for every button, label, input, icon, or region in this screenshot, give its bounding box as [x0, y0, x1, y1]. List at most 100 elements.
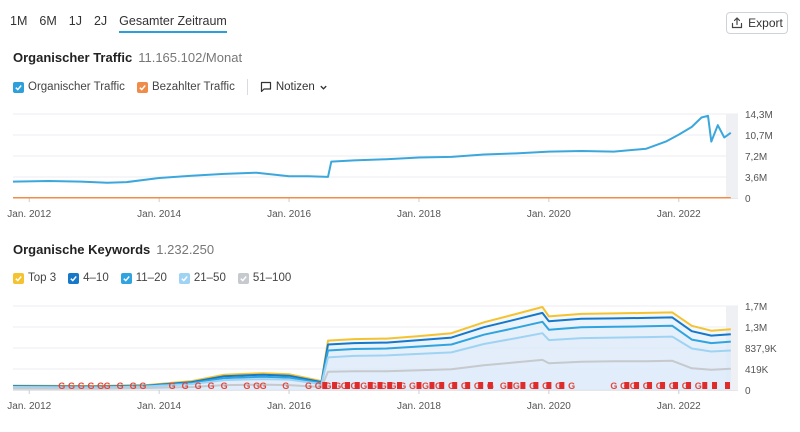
google-update-icon[interactable]: G	[669, 381, 676, 391]
flag-marker-icon[interactable]	[354, 382, 360, 389]
flag-marker-icon[interactable]	[533, 382, 539, 389]
flag-marker-icon[interactable]	[387, 382, 393, 389]
flag-marker-icon[interactable]	[439, 382, 445, 389]
flag-marker-icon[interactable]	[546, 382, 552, 389]
legend-organic-traffic[interactable]: Organischer Traffic	[13, 81, 125, 93]
export-button[interactable]: Export	[726, 12, 788, 34]
legend-keywords-1[interactable]: 4–10	[68, 272, 109, 284]
flag-marker-icon[interactable]	[465, 382, 471, 389]
google-update-icon[interactable]: G	[555, 381, 562, 391]
checkbox-icon[interactable]	[13, 272, 24, 284]
flag-marker-icon[interactable]	[520, 382, 526, 389]
google-update-icon[interactable]: G	[656, 381, 663, 391]
google-update-icon[interactable]: G	[315, 381, 322, 391]
flag-marker-icon[interactable]	[660, 382, 666, 389]
checkbox-icon[interactable]	[120, 272, 132, 284]
checkbox-icon[interactable]	[237, 272, 249, 284]
google-update-icon[interactable]: G	[380, 381, 387, 391]
google-update-icon[interactable]: G	[260, 381, 267, 391]
google-update-icon[interactable]: G	[305, 381, 312, 391]
google-update-icon[interactable]: G	[500, 381, 507, 391]
google-update-icon[interactable]: G	[104, 381, 111, 391]
google-update-icon[interactable]: G	[253, 381, 260, 391]
flag-marker-icon[interactable]	[416, 382, 422, 389]
google-update-icon[interactable]: G	[630, 381, 637, 391]
legend-keywords-3[interactable]: 21–50	[178, 272, 226, 284]
flag-marker-icon[interactable]	[673, 382, 679, 389]
google-update-icon[interactable]: G	[97, 381, 104, 391]
flag-marker-icon[interactable]	[322, 382, 328, 389]
flag-marker-icon[interactable]	[702, 382, 708, 389]
google-update-icon[interactable]: G	[370, 381, 377, 391]
google-update-icon[interactable]: G	[695, 381, 702, 391]
flag-marker-icon[interactable]	[452, 382, 458, 389]
google-update-icon[interactable]: G	[351, 381, 358, 391]
google-update-icon[interactable]: G	[568, 381, 575, 391]
google-glyph: G	[409, 381, 416, 391]
google-update-icon[interactable]: G	[422, 381, 429, 391]
flag-marker-icon[interactable]	[478, 382, 484, 389]
legend-keywords-2[interactable]: 11–20	[120, 272, 167, 284]
google-update-icon[interactable]: G	[243, 381, 250, 391]
google-update-icon[interactable]: G	[389, 381, 396, 391]
google-update-icon[interactable]: G	[130, 381, 137, 391]
google-update-icon[interactable]: G	[282, 381, 289, 391]
checkbox-icon[interactable]	[13, 81, 24, 93]
google-update-icon[interactable]: G	[682, 381, 689, 391]
google-update-icon[interactable]: G	[513, 381, 520, 391]
google-update-icon[interactable]: G	[529, 381, 536, 391]
google-update-icon[interactable]: G	[620, 381, 627, 391]
flag-marker-icon[interactable]	[367, 382, 373, 389]
google-update-icon[interactable]: G	[542, 381, 549, 391]
google-update-icon[interactable]: G	[474, 381, 481, 391]
range-tab-1j[interactable]: 1J	[68, 14, 82, 28]
range-tab-1m[interactable]: 1M	[10, 14, 28, 28]
checkbox-icon[interactable]	[136, 81, 148, 93]
flag-marker-icon[interactable]	[507, 382, 513, 389]
google-update-icon[interactable]: G	[325, 381, 332, 391]
google-update-icon[interactable]: G	[117, 381, 124, 391]
flag-marker-icon[interactable]	[634, 382, 640, 389]
flag-marker-icon[interactable]	[345, 382, 351, 389]
flag-marker-icon[interactable]	[559, 382, 565, 389]
google-update-icon[interactable]: G	[610, 381, 617, 391]
range-tab-6m[interactable]: 6M	[39, 14, 57, 28]
google-update-icon[interactable]: G	[221, 381, 228, 391]
flag-marker-icon[interactable]	[647, 382, 653, 389]
google-update-icon[interactable]: G	[182, 381, 189, 391]
range-tab-2j[interactable]: 2J	[93, 14, 108, 28]
flag-marker-icon[interactable]	[725, 382, 731, 389]
google-update-icon[interactable]: G	[461, 381, 468, 391]
google-update-icon[interactable]: G	[448, 381, 455, 391]
flag-marker-icon[interactable]	[624, 382, 630, 389]
google-update-icon[interactable]: G	[341, 381, 348, 391]
flag-marker-icon[interactable]	[332, 382, 338, 389]
google-update-icon[interactable]: G	[68, 381, 75, 391]
checkbox-icon[interactable]	[178, 272, 190, 284]
google-update-icon[interactable]: G	[643, 381, 650, 391]
flag-marker-icon[interactable]	[712, 382, 718, 389]
google-update-icon[interactable]: G	[399, 381, 406, 391]
google-update-icon[interactable]: G	[208, 381, 215, 391]
range-tab-gesamter-zeitraum[interactable]: Gesamter Zeitraum	[119, 14, 227, 33]
google-update-icon[interactable]: G	[334, 381, 341, 391]
checkbox-icon[interactable]	[68, 272, 80, 284]
google-update-icon[interactable]: G	[169, 381, 176, 391]
flag-marker-icon[interactable]	[487, 382, 493, 389]
google-update-icon[interactable]: G	[139, 381, 146, 391]
google-update-icon[interactable]: G	[58, 381, 65, 391]
legend-keywords-4[interactable]: 51–100	[237, 272, 291, 284]
flag-marker-icon[interactable]	[429, 382, 435, 389]
flag-marker-icon[interactable]	[396, 382, 402, 389]
legend-paid-traffic[interactable]: Bezahlter Traffic	[136, 81, 235, 93]
google-update-icon[interactable]: G	[78, 381, 85, 391]
flag-marker-icon[interactable]	[377, 382, 383, 389]
google-update-icon[interactable]: G	[195, 381, 202, 391]
legend-keywords-0[interactable]: Top 3	[13, 272, 56, 284]
flag-marker-icon[interactable]	[686, 382, 692, 389]
google-update-icon[interactable]: G	[409, 381, 416, 391]
google-update-icon[interactable]: G	[87, 381, 94, 391]
google-update-icon[interactable]: G	[360, 381, 367, 391]
notes-dropdown[interactable]: Notizen	[260, 81, 328, 93]
google-update-icon[interactable]: G	[435, 381, 442, 391]
